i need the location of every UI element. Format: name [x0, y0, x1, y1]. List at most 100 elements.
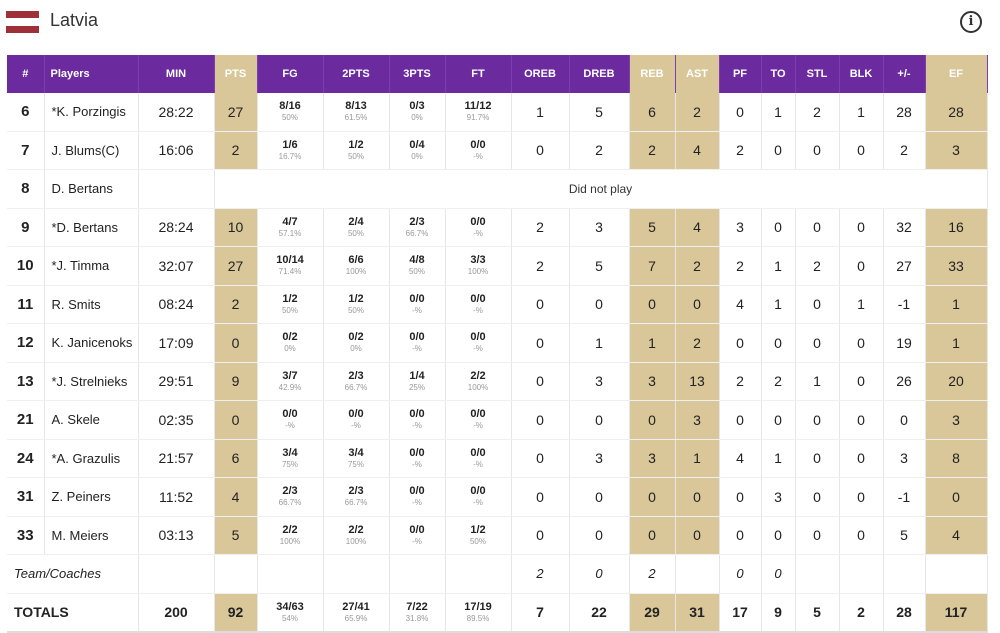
two-pointers-made-attempted: 27/41: [342, 600, 370, 613]
two-pointers-made-attempted: 1/2: [348, 138, 364, 151]
rebounds: 2: [629, 131, 676, 170]
offensive-rebounds: 0: [511, 362, 570, 401]
free-throws: 17/19 89.5%: [445, 592, 512, 633]
free-throws: 3/3 100%: [445, 246, 512, 286]
column-header[interactable]: FG: [257, 55, 324, 93]
offensive-rebounds: 0: [511, 516, 570, 555]
player-name[interactable]: *K. Porzingis: [44, 93, 139, 132]
three-pointers-made-attempted: 7/22: [406, 600, 428, 613]
three-pointers-percent: 66.7%: [405, 228, 429, 238]
player-name[interactable]: Z. Peiners: [44, 477, 139, 517]
two-pointers: 27/41 65.9%: [323, 592, 390, 633]
two-pointers-percent: 65.9%: [344, 613, 368, 623]
field-goals: 0/2 0%: [257, 323, 324, 363]
player-number: 21: [7, 400, 45, 440]
player-points: 4: [214, 477, 258, 517]
column-header[interactable]: PTS: [214, 55, 258, 93]
offensive-rebounds: 0: [511, 477, 570, 517]
field-goals-percent: 75%: [281, 459, 298, 469]
two-pointers-percent: 66.7%: [344, 498, 368, 508]
column-header[interactable]: OREB: [511, 55, 570, 93]
blocks: 0: [839, 131, 884, 170]
three-pointers-made-attempted: 0/0: [409, 408, 425, 421]
free-throws-made-attempted: 0/0: [470, 408, 486, 421]
assists: 4: [675, 208, 720, 247]
player-name[interactable]: K. Janicenoks: [44, 323, 139, 363]
three-pointers: 0/4 0%: [389, 131, 446, 170]
column-header[interactable]: REB: [629, 55, 676, 93]
column-header[interactable]: Players: [44, 55, 139, 93]
table-row: 21 A. Skele 02:35 0 0/0 -% 0/0 -% 0/0 -% 0/0 -% 0 0 0 3…: [7, 400, 988, 440]
player-name[interactable]: R. Smits: [44, 285, 139, 324]
blocks: 0: [839, 246, 884, 286]
two-pointers: 2/3 66.7%: [323, 477, 390, 517]
plus-minus: -1: [883, 285, 926, 324]
two-pointers-percent: 0%: [350, 344, 362, 354]
free-throws: 1/2 50%: [445, 516, 512, 555]
player-name[interactable]: *D. Bertans: [44, 208, 139, 247]
player-name[interactable]: M. Meiers: [44, 516, 139, 555]
blocks: 1: [839, 285, 884, 324]
field-goals-made-attempted: 3/7: [282, 369, 298, 382]
free-throws-percent: 100%: [467, 267, 489, 277]
two-pointers-made-attempted: 1/2: [348, 292, 364, 305]
column-header[interactable]: #: [7, 55, 45, 93]
empty-cell: [839, 554, 884, 594]
two-pointers-made-attempted: 6/6: [348, 254, 364, 267]
player-name[interactable]: *A. Grazulis: [44, 439, 139, 478]
empty-cell: [925, 554, 988, 594]
player-number: 9: [7, 208, 45, 247]
player-number: 33: [7, 516, 45, 555]
player-name[interactable]: A. Skele: [44, 400, 139, 440]
three-pointers: 0/0 -%: [389, 285, 446, 324]
column-header[interactable]: BLK: [839, 55, 884, 93]
column-header[interactable]: 2PTS: [323, 55, 390, 93]
offensive-rebounds: 0: [511, 323, 570, 363]
defensive-rebounds: 3: [569, 208, 630, 247]
column-header[interactable]: FT: [445, 55, 512, 93]
field-goals-made-attempted: 10/14: [276, 254, 304, 267]
steals: 0: [795, 131, 840, 170]
three-pointers-made-attempted: 0/0: [409, 446, 425, 459]
two-pointers-made-attempted: 2/4: [348, 215, 364, 228]
assists: 0: [675, 516, 720, 555]
player-name[interactable]: *J. Strelnieks: [44, 362, 139, 401]
three-pointers: 0/0 -%: [389, 400, 446, 440]
two-pointers-made-attempted: 2/3: [348, 485, 364, 498]
rebounds: 3: [629, 362, 676, 401]
plus-minus: 26: [883, 362, 926, 401]
blocks: 0: [839, 323, 884, 363]
field-goals-made-attempted: 34/63: [276, 600, 304, 613]
column-header[interactable]: TO: [761, 55, 796, 93]
player-name[interactable]: J. Blums(C): [44, 131, 139, 170]
field-goals: 2/2 100%: [257, 516, 324, 555]
three-pointers-made-attempted: 2/3: [409, 215, 425, 228]
plus-minus: 0: [883, 400, 926, 440]
column-header[interactable]: STL: [795, 55, 840, 93]
column-header[interactable]: DREB: [569, 55, 630, 93]
player-name[interactable]: *J. Timma: [44, 246, 139, 286]
column-header[interactable]: +/-: [883, 55, 926, 93]
three-pointers-percent: 50%: [408, 267, 425, 277]
column-header[interactable]: AST: [675, 55, 720, 93]
player-points: 27: [214, 246, 258, 286]
player-number: 10: [7, 246, 45, 286]
column-header[interactable]: MIN: [138, 55, 215, 93]
column-header[interactable]: 3PTS: [389, 55, 446, 93]
free-throws-percent: 89.5%: [466, 613, 490, 623]
two-pointers-percent: 50%: [347, 151, 364, 161]
player-name[interactable]: D. Bertans: [44, 169, 139, 209]
three-pointers-made-attempted: 0/3: [409, 100, 425, 113]
offensive-rebounds: 1: [511, 93, 570, 132]
assists: 2: [675, 246, 720, 286]
column-header[interactable]: PF: [719, 55, 762, 93]
efficiency: 3: [925, 131, 988, 170]
column-header[interactable]: EF: [925, 55, 988, 93]
steals: 0: [795, 477, 840, 517]
three-pointers-percent: -%: [412, 459, 422, 469]
turnovers: 0: [761, 131, 796, 170]
three-pointers: 0/0 -%: [389, 477, 446, 517]
efficiency: 0: [925, 477, 988, 517]
assists: 0: [675, 477, 720, 517]
info-icon[interactable]: i: [960, 11, 982, 33]
